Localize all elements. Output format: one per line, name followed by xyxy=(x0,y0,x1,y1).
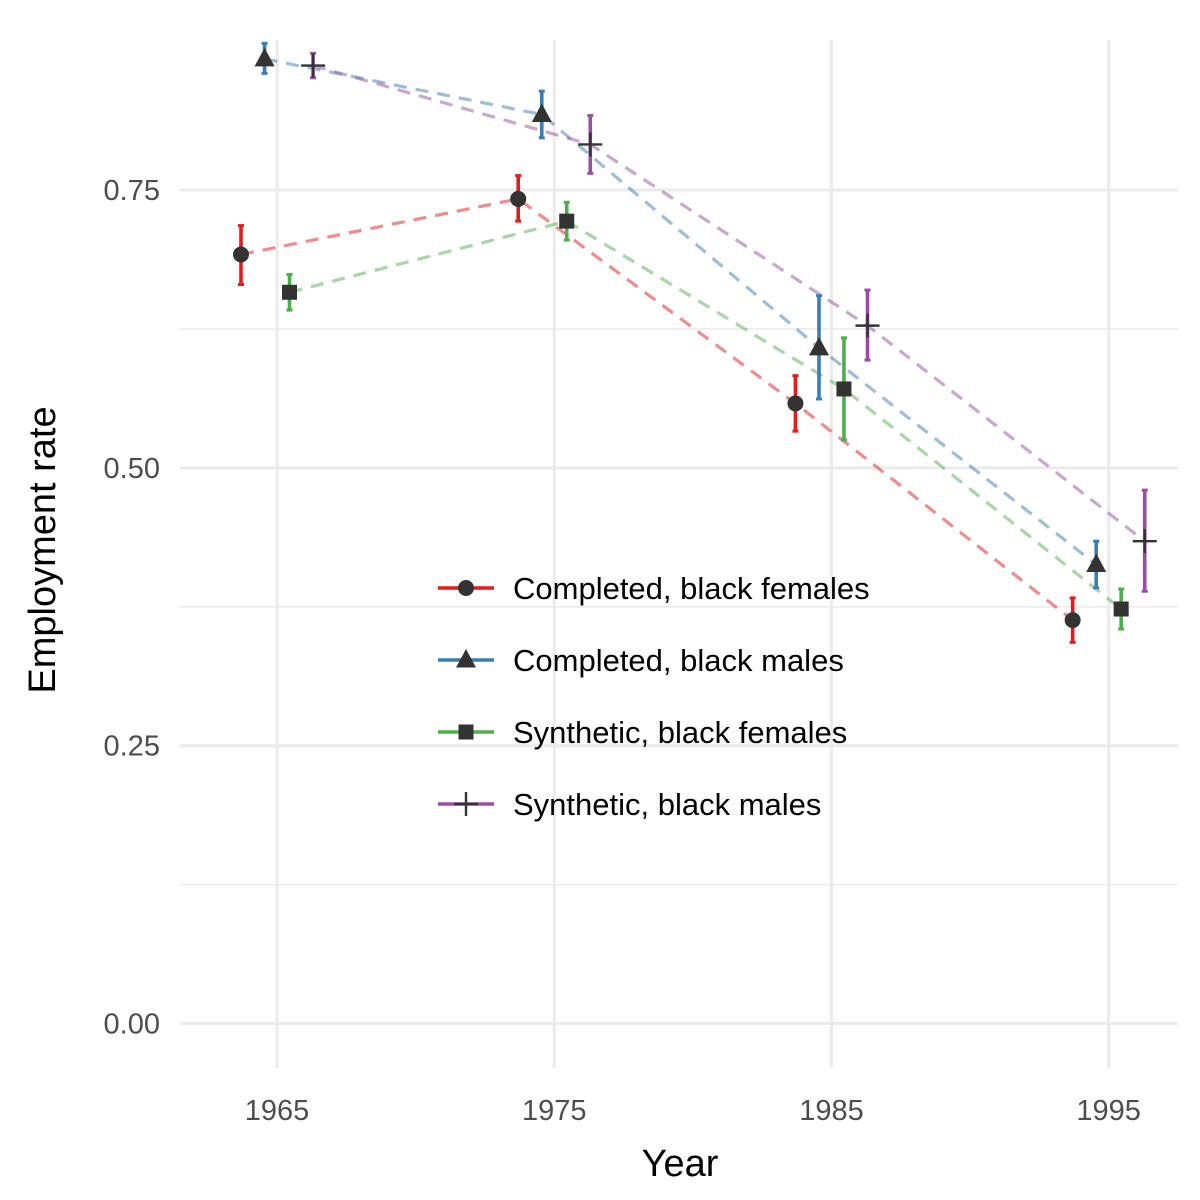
legend-key-marker xyxy=(458,724,474,740)
data-point xyxy=(531,103,552,122)
data-point xyxy=(282,284,298,300)
data-point xyxy=(787,395,804,412)
legend-label: Completed, black females xyxy=(513,571,870,606)
data-point xyxy=(836,381,852,397)
data-point xyxy=(1086,553,1107,573)
legend-item: Synthetic, black females xyxy=(438,715,847,750)
data-point xyxy=(510,190,527,207)
x-tick-label: 1975 xyxy=(522,1095,587,1127)
series-line-0 xyxy=(240,197,1074,622)
x-tick-label: 1995 xyxy=(1076,1095,1141,1127)
x-axis-title: Year xyxy=(642,1143,719,1185)
legend-item: Synthetic, black males xyxy=(438,787,821,822)
x-tick-label: 1985 xyxy=(799,1095,864,1127)
legend-key-marker xyxy=(458,580,474,596)
tick-label-layer: 0.00 0.25 0.50 0.75 1965 1975 1985 1995 xyxy=(104,175,1141,1127)
series-line-3 xyxy=(312,64,1146,543)
line-layer xyxy=(240,57,1146,622)
legend-label: Completed, black males xyxy=(513,643,844,678)
y-tick-label: 0.00 xyxy=(104,1009,160,1041)
data-point xyxy=(808,336,829,356)
legend: Completed, black females Completed, black… xyxy=(438,571,870,822)
data-point xyxy=(559,213,575,229)
legend-label: Synthetic, black males xyxy=(513,787,821,822)
legend-item: Completed, black females xyxy=(438,571,870,606)
legend-label: Synthetic, black females xyxy=(513,715,847,750)
y-axis-title: Employment rate xyxy=(22,406,64,693)
data-point xyxy=(1064,612,1081,629)
data-point xyxy=(1113,601,1129,617)
data-point xyxy=(578,132,603,157)
series-line-2 xyxy=(289,219,1123,611)
marker-layer xyxy=(232,47,1157,629)
data-point xyxy=(232,246,249,263)
legend-key-marker xyxy=(454,792,478,816)
y-tick-label: 0.50 xyxy=(104,453,160,485)
data-point xyxy=(855,313,880,338)
legend-key-marker xyxy=(456,649,476,668)
data-point xyxy=(1132,529,1157,554)
grid-layer xyxy=(180,40,1178,1068)
data-point xyxy=(301,53,326,78)
legend-item: Completed, black males xyxy=(438,643,844,678)
y-tick-label: 0.75 xyxy=(104,175,160,207)
x-tick-label: 1965 xyxy=(245,1095,310,1127)
y-tick-label: 0.25 xyxy=(104,731,160,763)
data-point xyxy=(254,47,275,67)
series-line-1 xyxy=(264,57,1098,566)
errorbar-layer xyxy=(237,41,1148,644)
